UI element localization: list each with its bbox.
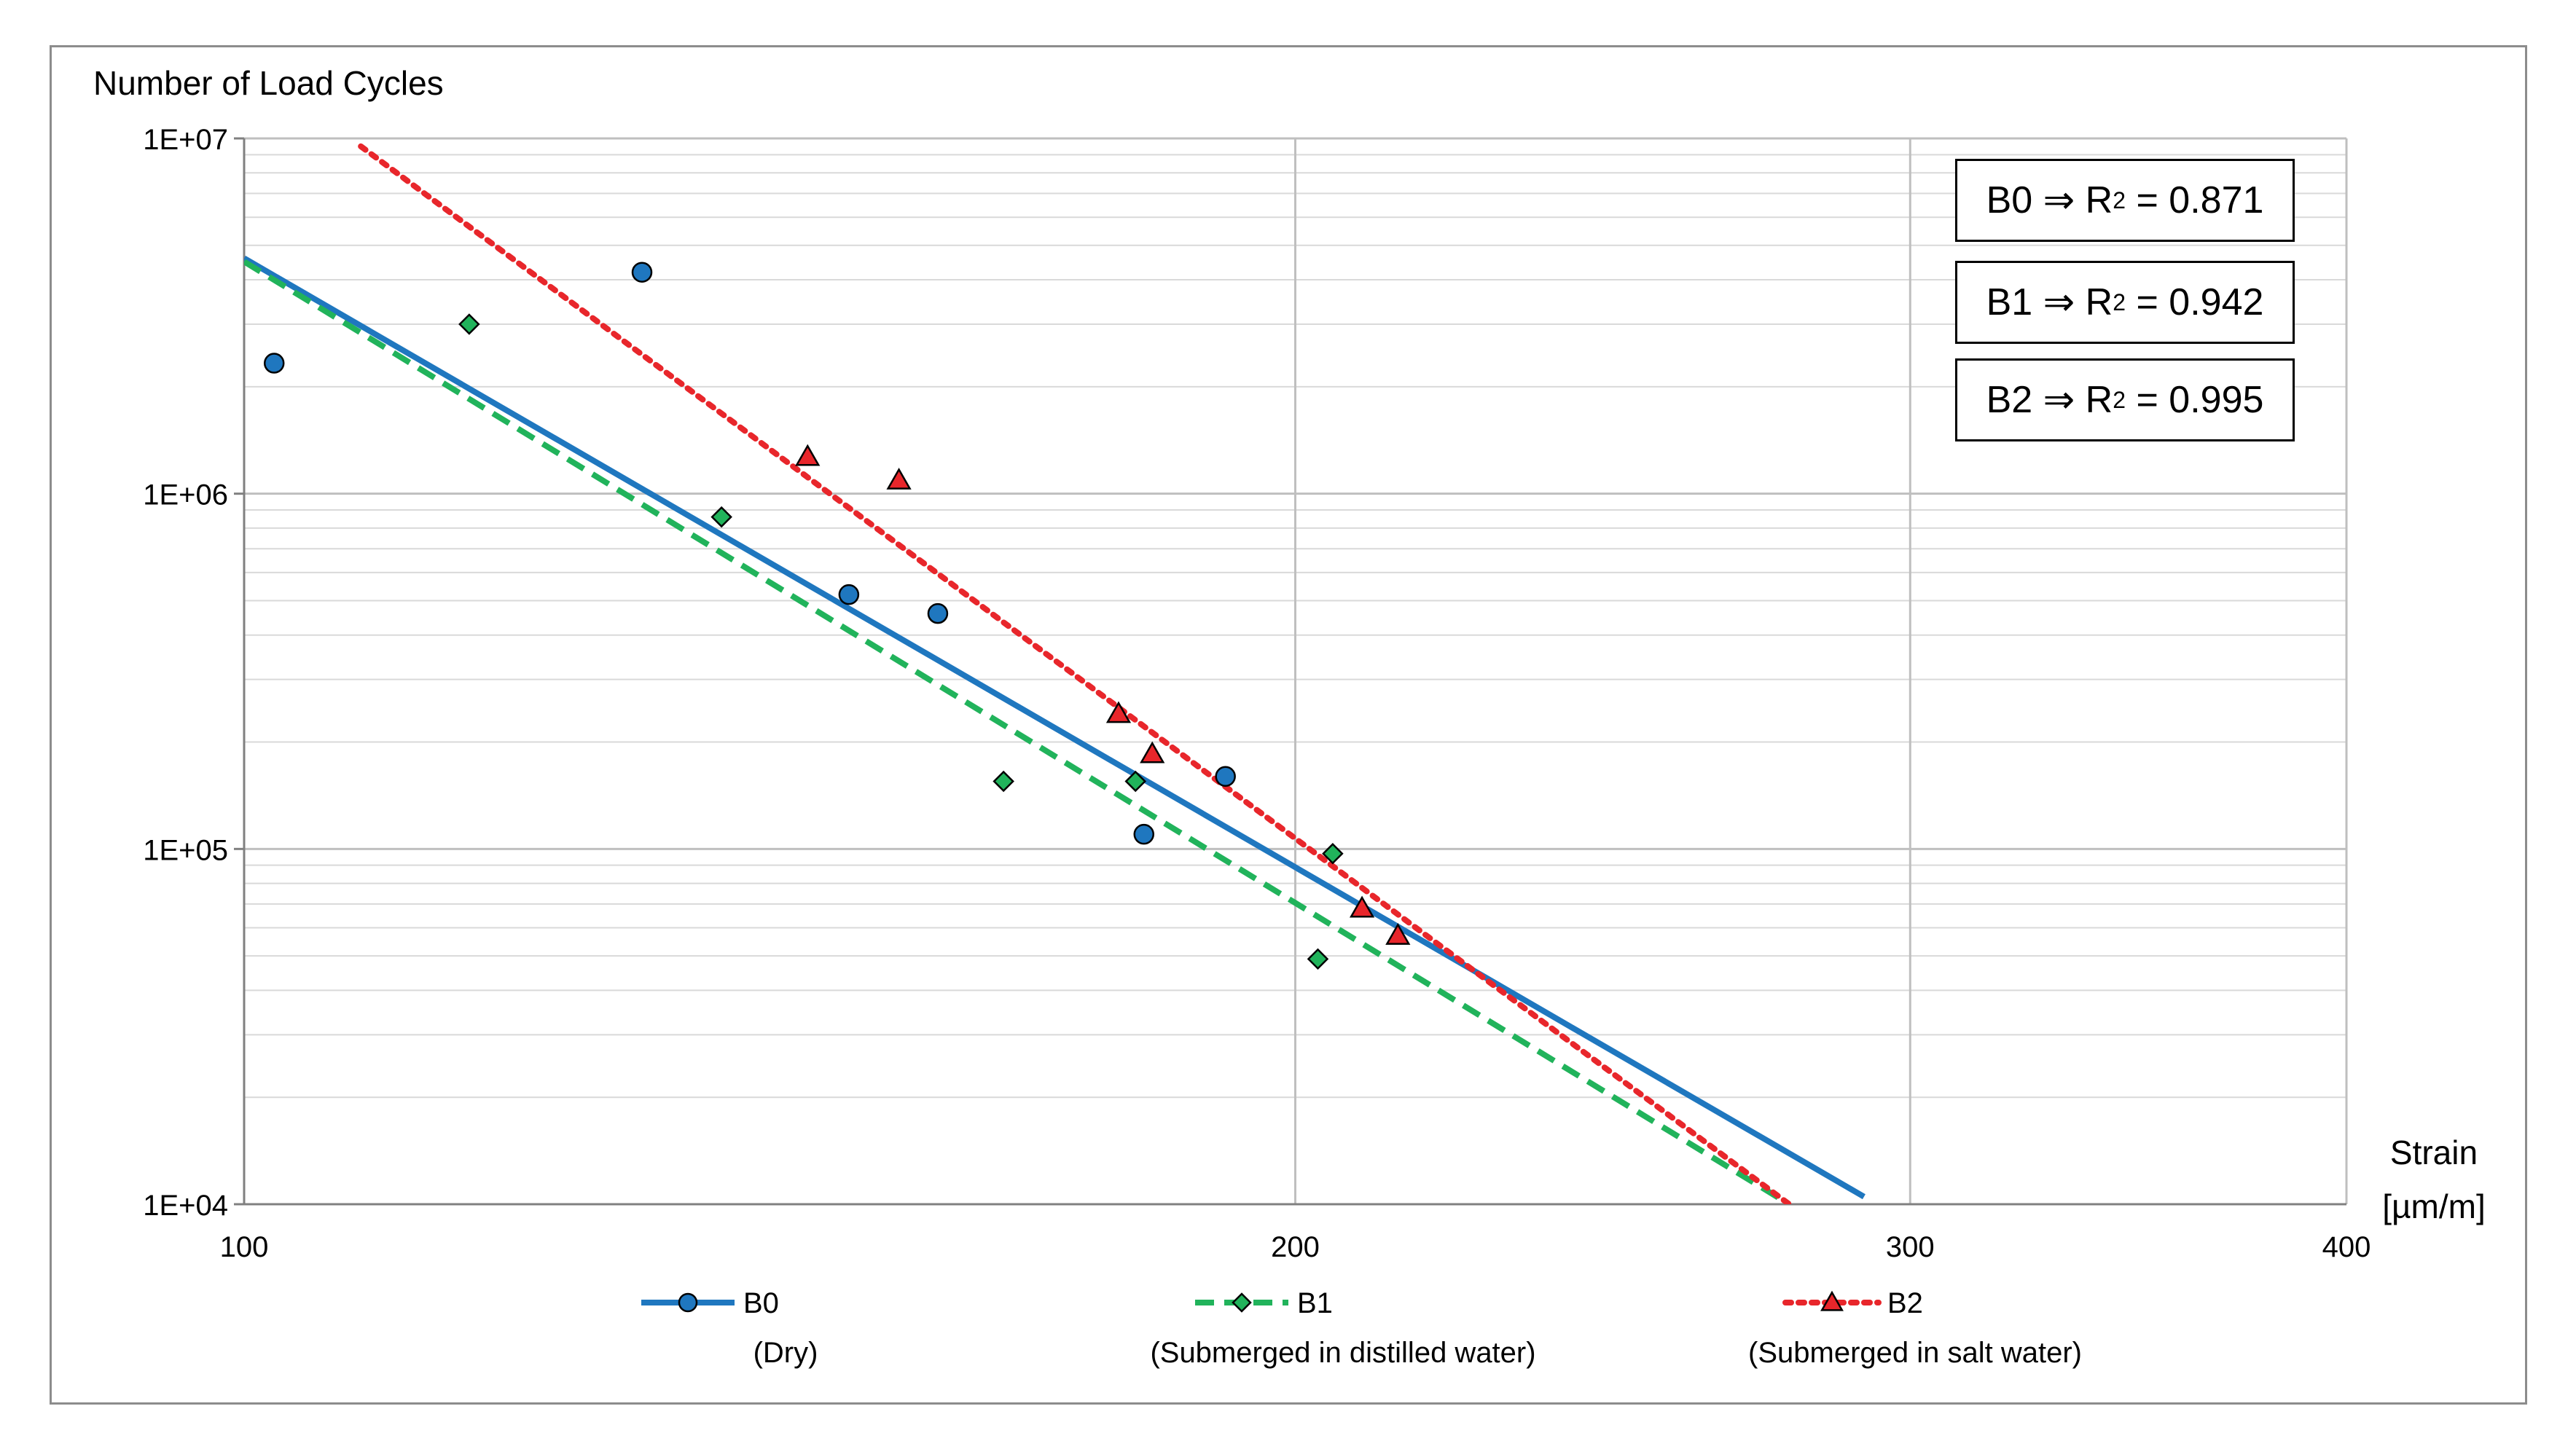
r2-b0-suffix: = 0.871 bbox=[2126, 179, 2264, 221]
point-b2 bbox=[795, 444, 821, 466]
y-axis-title: Number of Load Cycles bbox=[93, 64, 444, 102]
legend-description-b2: (Submerged in salt water) bbox=[1748, 1337, 2082, 1369]
trendline-b0 bbox=[244, 256, 1866, 1200]
point-b2 bbox=[1105, 701, 1132, 723]
point-b2 bbox=[1140, 741, 1165, 763]
axes bbox=[234, 137, 2346, 1206]
legend-marker-b2 bbox=[1820, 1290, 1844, 1311]
point-b1 bbox=[993, 770, 1014, 793]
trendline-b2 bbox=[358, 143, 1793, 1204]
chart-frame bbox=[50, 45, 2527, 1405]
legend-label-b0: B0 bbox=[743, 1287, 779, 1319]
x-axis-title-line1: Strain bbox=[2390, 1134, 2478, 1171]
x-tick-label: 400 bbox=[2322, 1231, 2371, 1263]
point-b1 bbox=[458, 313, 480, 335]
point-b2 bbox=[886, 467, 912, 490]
trend-lines bbox=[244, 143, 1866, 1204]
point-b1 bbox=[1322, 843, 1344, 865]
y-tick-label: 1E+06 bbox=[143, 479, 228, 511]
y-tick-label: 1E+04 bbox=[143, 1190, 228, 1222]
trendline-b1 bbox=[244, 259, 1791, 1204]
point-b0 bbox=[263, 353, 285, 374]
x-tick-label: 300 bbox=[1886, 1231, 1935, 1263]
point-b0 bbox=[838, 584, 860, 605]
y-tick-label: 1E+07 bbox=[143, 124, 228, 156]
point-b0 bbox=[927, 602, 949, 624]
data-points bbox=[263, 262, 1411, 970]
legend-description-b0: (Dry) bbox=[753, 1337, 818, 1369]
legend: B0 (Dry) B1 (Submerged in distilled water) B… bbox=[641, 1287, 2082, 1369]
r2-b1-prefix: B1 ⇒ R bbox=[1986, 281, 2113, 323]
legend-marker-b0 bbox=[678, 1292, 698, 1313]
r2-b2-suffix: = 0.995 bbox=[2126, 379, 2264, 421]
y-tick-label: 1E+05 bbox=[143, 834, 228, 866]
tick-labels: 1E+04 1E+05 1E+06 1E+07 100 200 300 400 bbox=[143, 124, 2371, 1263]
legend-description-b1: (Submerged in distilled water) bbox=[1150, 1337, 1535, 1369]
r2-b0-prefix: B0 ⇒ R bbox=[1986, 179, 2113, 221]
r2-b2-prefix: B2 ⇒ R bbox=[1986, 379, 2113, 421]
point-b1 bbox=[1307, 948, 1329, 970]
point-b1 bbox=[1124, 770, 1147, 793]
point-b2 bbox=[1349, 895, 1375, 918]
x-tick-label: 100 bbox=[220, 1231, 269, 1263]
point-b0 bbox=[1215, 766, 1236, 788]
point-b1 bbox=[710, 506, 732, 528]
legend-label-b2: B2 bbox=[1887, 1287, 1923, 1319]
legend-label-b1: B1 bbox=[1297, 1287, 1333, 1319]
point-b0 bbox=[631, 262, 653, 283]
point-b2 bbox=[1385, 922, 1411, 945]
legend-marker-b1 bbox=[1232, 1292, 1252, 1313]
x-axis-title-line2: [µm/m] bbox=[2382, 1187, 2485, 1225]
r2-b1-suffix: = 0.942 bbox=[2126, 281, 2264, 323]
x-tick-label: 200 bbox=[1271, 1231, 1320, 1263]
point-b0 bbox=[1133, 823, 1155, 845]
